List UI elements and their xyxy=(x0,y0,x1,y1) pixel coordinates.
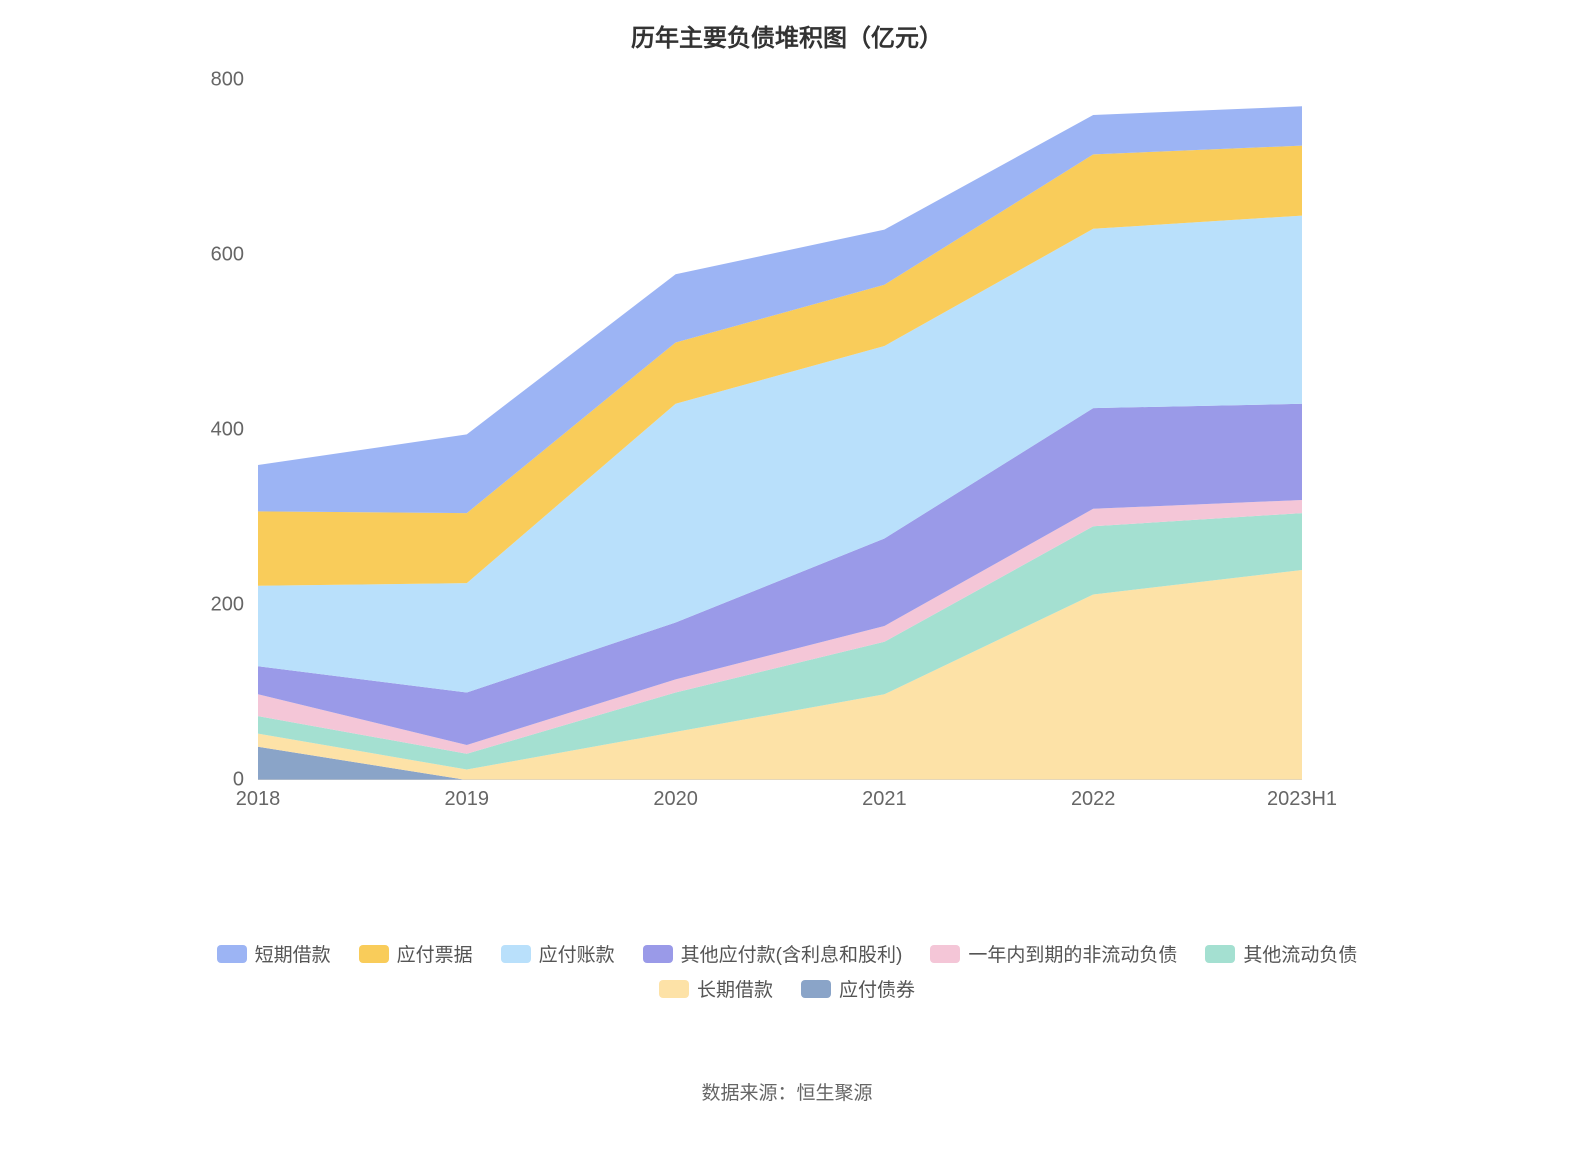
legend-label: 长期借款 xyxy=(697,975,773,1002)
legend-item[interactable]: 应付票据 xyxy=(359,940,473,967)
legend-swatch-icon xyxy=(217,945,247,963)
legend-label: 短期借款 xyxy=(255,940,331,967)
y-tick-label: 200 xyxy=(211,594,244,617)
legend: 短期借款 应付票据 应付账款 其他应付款(含利息和股利) 一年内到期的非流动负债 其他流动… xyxy=(0,940,1574,1002)
legend-swatch-icon xyxy=(1205,945,1235,963)
legend-label: 应付债券 xyxy=(839,975,915,1002)
chart-plot-area: 0200400600800 201820192020202120222023H1 xyxy=(258,80,1302,780)
stacked-area-svg xyxy=(258,80,1302,780)
page: 历年主要负债堆积图（亿元） 0200400600800 201820192020… xyxy=(0,0,1574,1150)
legend-label: 一年内到期的非流动负债 xyxy=(968,940,1177,967)
legend-item[interactable]: 其他流动负债 xyxy=(1205,940,1357,967)
y-tick-label: 600 xyxy=(211,244,244,267)
legend-swatch-icon xyxy=(801,980,831,998)
x-tick-label: 2018 xyxy=(236,788,281,811)
x-tick-label: 2022 xyxy=(1071,788,1116,811)
legend-item[interactable]: 一年内到期的非流动负债 xyxy=(930,940,1177,967)
legend-label: 其他流动负债 xyxy=(1243,940,1357,967)
legend-swatch-icon xyxy=(501,945,531,963)
legend-item[interactable]: 应付债券 xyxy=(801,975,915,1002)
legend-label: 其他应付款(含利息和股利) xyxy=(681,940,903,967)
legend-label: 应付账款 xyxy=(539,940,615,967)
legend-swatch-icon xyxy=(359,945,389,963)
data-source-text: 数据来源：恒生聚源 xyxy=(0,1078,1574,1105)
legend-item[interactable]: 短期借款 xyxy=(217,940,331,967)
y-tick-label: 400 xyxy=(211,419,244,442)
x-tick-label: 2021 xyxy=(862,788,907,811)
legend-swatch-icon xyxy=(930,945,960,963)
legend-label: 应付票据 xyxy=(397,940,473,967)
legend-item[interactable]: 其他应付款(含利息和股利) xyxy=(643,940,903,967)
x-tick-label: 2023H1 xyxy=(1267,788,1337,811)
legend-item[interactable]: 长期借款 xyxy=(659,975,773,1002)
y-tick-label: 800 xyxy=(211,69,244,92)
legend-item[interactable]: 应付账款 xyxy=(501,940,615,967)
legend-swatch-icon xyxy=(643,945,673,963)
x-tick-label: 2020 xyxy=(653,788,698,811)
chart-title: 历年主要负债堆积图（亿元） xyxy=(0,18,1574,53)
legend-swatch-icon xyxy=(659,980,689,998)
x-tick-label: 2019 xyxy=(445,788,490,811)
